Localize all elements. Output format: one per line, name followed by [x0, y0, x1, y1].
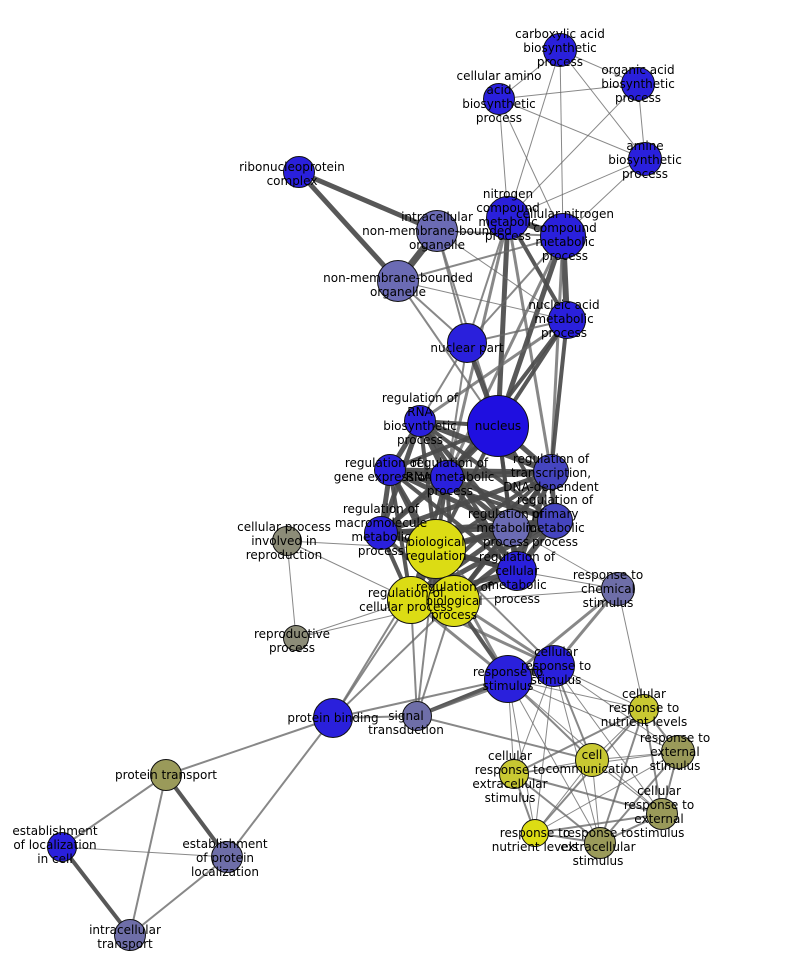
graph-edge — [498, 98, 646, 160]
graph-node-regulation-of-primary-metabolic-process[interactable] — [537, 503, 573, 539]
graph-edge — [507, 678, 536, 834]
graph-edge — [507, 158, 646, 219]
graph-node-biological-regulation[interactable] — [406, 519, 466, 579]
graph-edge — [534, 813, 663, 834]
graph-edge — [498, 98, 564, 237]
graph-node-non-membrane-bounded-organelle[interactable] — [377, 260, 419, 302]
graph-node-regulation-of-macromolecule-metabolic-process[interactable] — [364, 516, 398, 550]
graph-node-regulation-of-cellular-metabolic-process[interactable] — [497, 551, 537, 591]
graph-node-establishment-of-localization-in-cell[interactable] — [47, 832, 77, 862]
graph-node-nuclear-part[interactable] — [447, 323, 487, 363]
graph-node-nitrogen-compound-metabolic-process[interactable] — [486, 196, 530, 240]
graph-node-signal-transduction[interactable] — [402, 701, 432, 731]
graph-node-regulation-of-cellular-process[interactable] — [387, 576, 435, 624]
graph-edge — [388, 467, 513, 531]
graph-node-cell-communication[interactable] — [575, 743, 609, 777]
graph-node-intracellular-non-membrane-bounded-organelle[interactable] — [416, 210, 458, 252]
graph-edge — [298, 169, 438, 234]
graph-node-cellular-response-to-extracellular-stimulus[interactable] — [499, 759, 529, 789]
graph-node-response-to-nutrient-levels[interactable] — [521, 819, 549, 847]
graph-edge — [553, 665, 663, 815]
graph-node-cellular-response-to-external-stimulus[interactable] — [646, 798, 678, 830]
graph-node-response-to-external-stimulus[interactable] — [661, 735, 695, 769]
graph-edge — [617, 588, 645, 710]
graph-edge — [507, 678, 601, 844]
graph-edge — [436, 230, 568, 321]
graph-edge — [498, 83, 639, 100]
graph-edge — [549, 319, 569, 473]
graph-edge — [510, 527, 619, 590]
graph-edge — [466, 235, 564, 344]
graph-node-establishment-of-protein-localization[interactable] — [211, 841, 243, 873]
graph-edge — [389, 467, 552, 475]
graph-edge — [129, 774, 167, 936]
graph-edge — [332, 678, 509, 719]
graph-edge — [549, 235, 565, 473]
graph-node-carboxylic-acid-biosynthetic-process[interactable] — [543, 33, 577, 67]
graph-edge — [60, 845, 132, 937]
graph-node-intracellular-transport[interactable] — [114, 919, 146, 951]
graph-edge — [534, 665, 555, 834]
graph-node-regulation-of-biological-process[interactable] — [428, 575, 480, 627]
graph-node-cellular-nitrogen-compound-metabolic-process[interactable] — [540, 213, 586, 259]
graph-edge — [286, 540, 297, 639]
graph-edge — [61, 774, 167, 848]
graph-edge — [332, 600, 455, 719]
graph-edge — [507, 83, 639, 219]
graph-node-response-to-chemical-stimulus[interactable] — [601, 572, 635, 606]
graph-edge — [397, 280, 568, 321]
graph-edge — [507, 49, 561, 219]
graph-node-nucleic-acid-metabolic-process[interactable] — [548, 301, 586, 339]
graph-edge — [380, 469, 552, 536]
graph-node-cellular-amino-acid-biosynthetic-process[interactable] — [483, 83, 515, 115]
graph-node-response-to-extracellular-stimulus[interactable] — [584, 827, 616, 859]
graph-edge — [416, 715, 593, 761]
graph-edge — [453, 588, 619, 602]
graph-node-regulation-of-transcription-dna-dependent[interactable] — [533, 454, 569, 490]
graph-edge — [559, 49, 564, 237]
graph-node-protein-binding[interactable] — [313, 698, 353, 738]
graph-node-organic-acid-biosynthetic-process[interactable] — [621, 67, 655, 101]
graph-node-regulation-of-rna-biosynthetic-process[interactable] — [404, 405, 436, 437]
graph-edge — [61, 846, 228, 858]
graph-edge — [513, 773, 601, 844]
graph-edge — [559, 49, 646, 160]
graph-node-cellular-response-to-stimulus[interactable] — [533, 645, 575, 687]
graph-node-regulation-of-metabolic-process[interactable] — [492, 509, 530, 547]
graph-node-cellular-process-involved-in-reproduction[interactable] — [272, 526, 302, 556]
graph-node-reproductive-process[interactable] — [283, 625, 309, 651]
graph-node-cellular-response-to-nutrient-levels[interactable] — [629, 694, 659, 724]
graph-node-protein-transport[interactable] — [150, 759, 182, 791]
graph-node-ribonucleoprotein-complex[interactable] — [283, 156, 315, 188]
graph-edge — [397, 235, 564, 282]
graph-node-response-to-stimulus[interactable] — [484, 655, 532, 703]
graph-edge — [553, 665, 679, 753]
graph-node-nucleus[interactable] — [467, 395, 529, 457]
graph-node-amine-biosynthetic-process[interactable] — [628, 142, 662, 176]
graph-edge — [419, 318, 568, 423]
graph-edge — [599, 751, 679, 844]
graph-edge — [226, 717, 334, 858]
graph-edge — [643, 708, 663, 815]
graph-edge — [513, 708, 645, 775]
graph-edge — [389, 468, 556, 523]
graph-edge — [534, 751, 679, 834]
graph-node-regulation-of-rna-metabolic-process[interactable] — [430, 460, 464, 494]
graph-edge — [513, 773, 663, 815]
graph-node-regulation-of-gene-expression[interactable] — [374, 454, 406, 486]
graph-edge — [165, 717, 334, 776]
graph-edge — [599, 708, 645, 844]
graph-edge — [495, 217, 511, 427]
graph-edge — [297, 170, 400, 283]
graph-edge — [129, 856, 228, 936]
